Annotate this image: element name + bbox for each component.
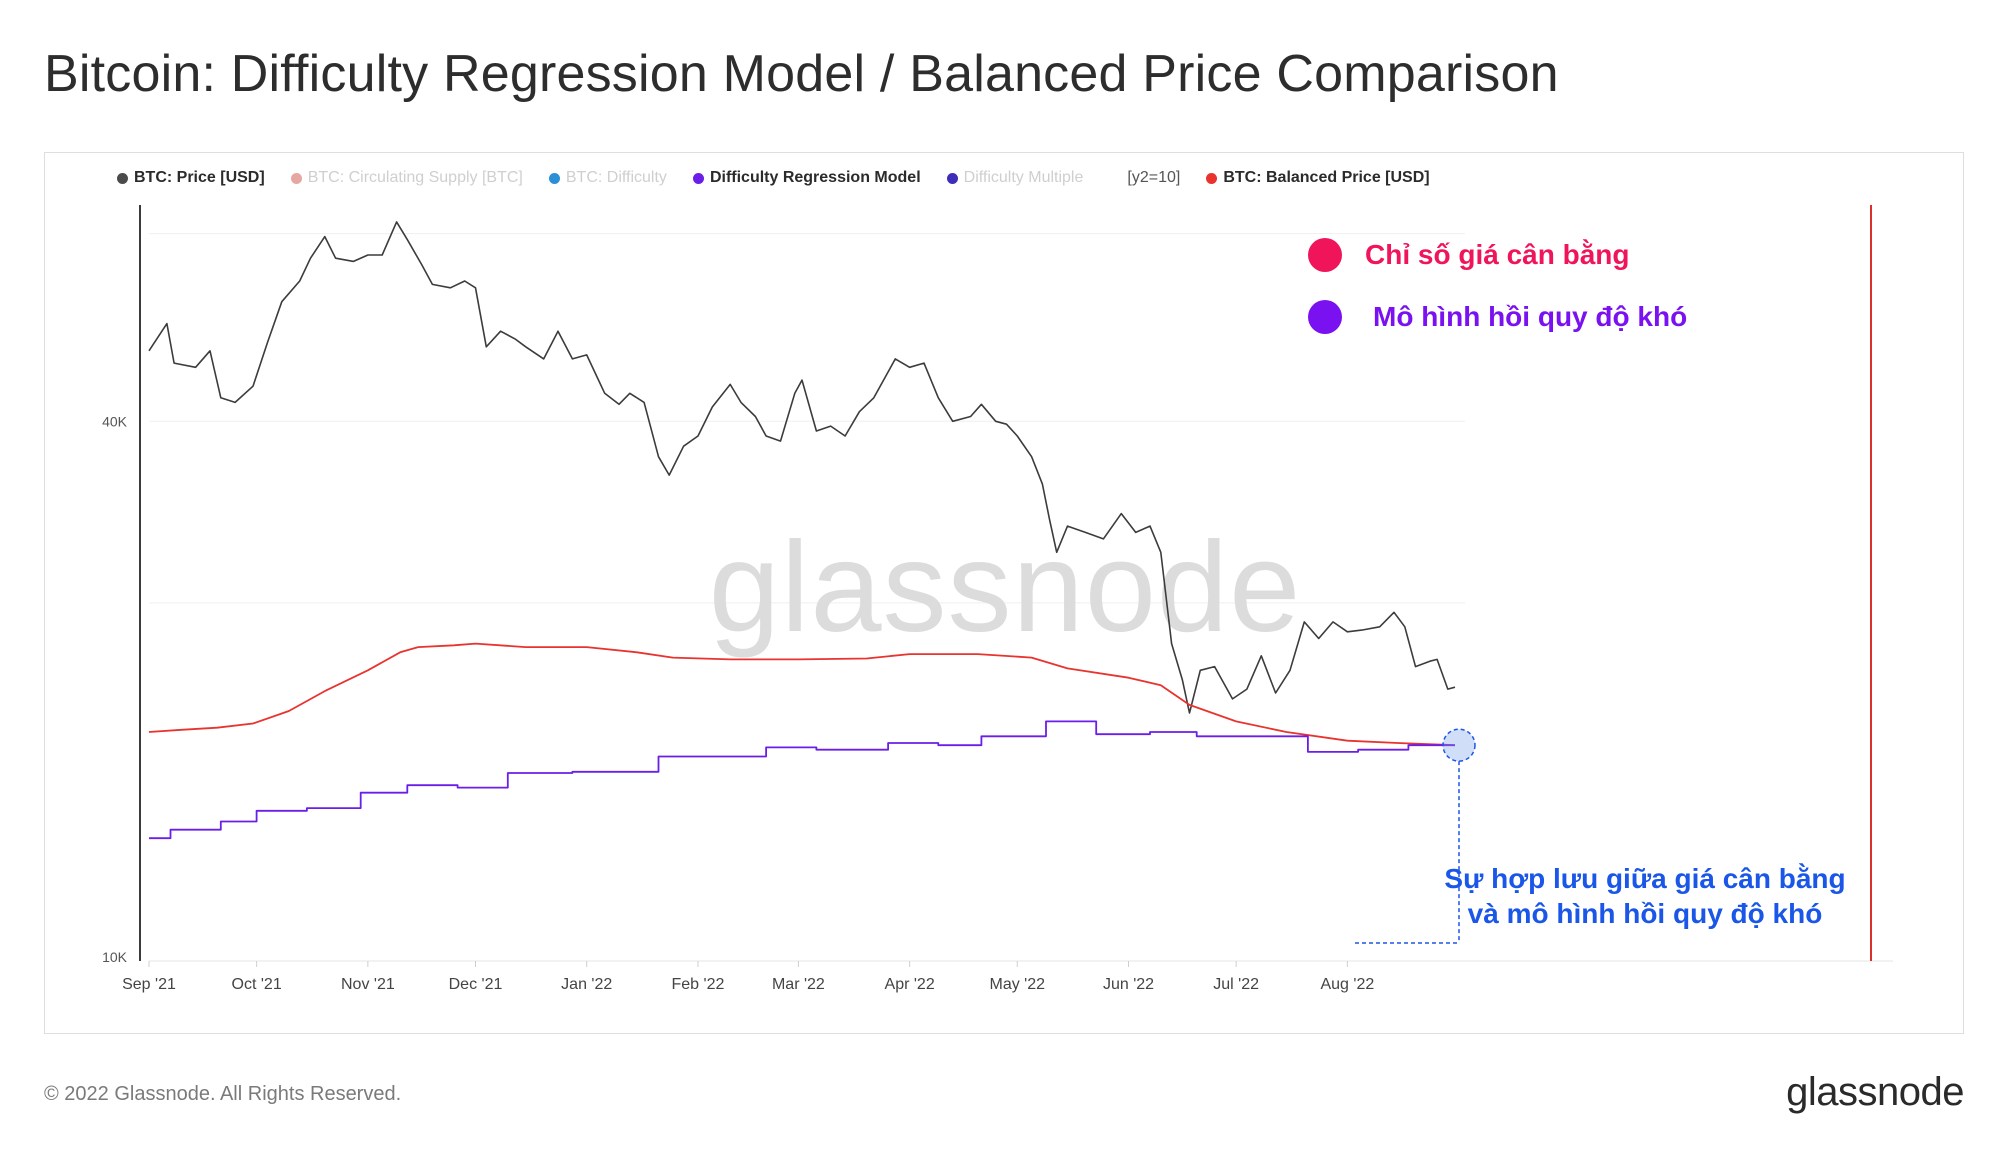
legend-item-difficulty-regression-model[interactable]: Difficulty Regression Model <box>692 169 921 187</box>
x-tick-label: Apr '22 <box>885 976 935 993</box>
x-tick-label: Sep '21 <box>122 976 176 993</box>
chart-legend: BTC: Price [USD] BTC: Circulating Supply… <box>117 169 1456 187</box>
legend-scale-note: [y2=10] <box>1127 169 1181 186</box>
x-tick-label: Aug '22 <box>1320 976 1374 993</box>
chart-panel: BTC: Price [USD] BTC: Circulating Supply… <box>44 152 1964 1034</box>
page-title: Bitcoin: Difficulty Regression Model / B… <box>44 45 1559 103</box>
x-tick-label: Feb '22 <box>672 976 725 993</box>
x-tick-label: Jan '22 <box>561 976 612 993</box>
legend-dot-icon <box>290 172 302 184</box>
footer-brand-logo[interactable]: glassnode <box>1786 1070 1964 1114</box>
legend-dot-icon <box>692 172 704 184</box>
btc-price-line <box>148 221 1456 714</box>
balanced-price-callout-dot <box>1308 238 1342 272</box>
chart-plot: 40K 10K Sep '21 Oct '21 Nov '21 Dec '21 Jan '2… <box>102 205 1893 993</box>
legend-item-circulating-supply[interactable]: BTC: Circulating Supply [BTC] <box>290 169 523 187</box>
legend-label: Difficulty Multiple <box>963 169 1084 186</box>
legend-label: BTC: Circulating Supply [BTC] <box>307 169 523 186</box>
legend-dot-icon <box>1206 172 1218 184</box>
y-tick-label: 40K <box>102 413 128 429</box>
footer-copyright: © 2022 Glassnode. All Rights Reserved. <box>44 1083 402 1105</box>
legend-item-balanced-price[interactable]: BTC: Balanced Price [USD] <box>1206 169 1430 187</box>
balanced-price-callout-label: Chỉ số giá cân bằng <box>1365 239 1629 270</box>
x-tick-label: Dec '21 <box>449 976 503 993</box>
convergence-callout-line2: và mô hình hồi quy độ khó <box>1468 898 1823 929</box>
legend-label: BTC: Difficulty <box>565 169 667 186</box>
difficulty-model-callout-label: Mô hình hồi quy độ khó <box>1373 301 1687 332</box>
legend-item-difficulty-multiple[interactable]: Difficulty Multiple <box>946 169 1084 187</box>
legend-label: Difficulty Regression Model <box>709 169 921 186</box>
convergence-callout-line1: Sự hợp lưu giữa giá cân bằng <box>1444 863 1845 894</box>
y-tick-label: 10K <box>102 949 128 965</box>
legend-item-difficulty[interactable]: BTC: Difficulty <box>548 169 667 187</box>
x-tick-label: Mar '22 <box>772 976 825 993</box>
legend-item-btc-price[interactable]: BTC: Price [USD] <box>117 169 265 187</box>
balanced-price-line <box>148 642 1456 747</box>
x-tick-label: Jun '22 <box>1103 976 1154 993</box>
difficulty-regression-line <box>149 720 1455 840</box>
convergence-marker <box>1442 728 1476 762</box>
legend-label: BTC: Balanced Price [USD] <box>1223 169 1430 186</box>
legend-label: BTC: Price [USD] <box>134 169 265 186</box>
legend-dot-icon <box>117 172 128 184</box>
x-tick-label: Jul '22 <box>1213 976 1259 993</box>
x-tick-label: May '22 <box>990 976 1046 993</box>
difficulty-model-callout-dot <box>1308 300 1342 334</box>
watermark-text: glassnode <box>709 516 1302 659</box>
x-tick-label: Nov '21 <box>341 976 395 993</box>
legend-dot-icon <box>946 172 958 184</box>
x-tick-label: Oct '21 <box>232 976 282 993</box>
legend-dot-icon <box>548 172 560 184</box>
